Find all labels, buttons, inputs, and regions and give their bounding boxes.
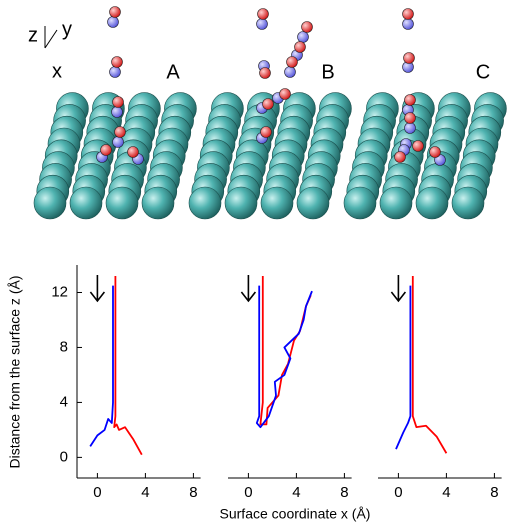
surface-atom (343, 186, 377, 220)
oxygen-atom (109, 66, 121, 78)
hydrogen-atom (260, 126, 272, 138)
trajectory (395, 285, 412, 450)
x-tick-label: 8 (189, 484, 197, 501)
hydrogen-atom (286, 56, 298, 68)
surface-atom (141, 186, 175, 220)
axis-y: y (62, 18, 72, 40)
surface-atom (188, 186, 222, 220)
oxygen-atom (112, 136, 124, 148)
panel-label: A (166, 61, 180, 83)
hydrogen-atom (262, 98, 274, 110)
oxygen-atom (404, 122, 416, 134)
x-tick-label: 8 (490, 484, 498, 501)
surface-atom (105, 186, 139, 220)
hydrogen-atom (394, 151, 406, 163)
x-tick-label: 4 (292, 484, 300, 501)
hydrogen-atom (279, 88, 291, 100)
hydrogen-atom (100, 144, 112, 156)
x-tick-label: 4 (442, 484, 450, 501)
hydrogen-atom (403, 52, 415, 64)
hydrogen-atom (111, 56, 123, 68)
oxygen-atom (256, 18, 268, 30)
hydrogen-atom (259, 67, 271, 79)
incidence-arrow (240, 275, 257, 303)
panel-label: C (476, 61, 490, 83)
hydrogen-atom (429, 146, 441, 158)
surface-atom (260, 186, 294, 220)
axes-icon: z y x (28, 18, 72, 82)
trajectory (411, 275, 448, 454)
trajectory (113, 275, 143, 456)
y-axis-label: Distance from the surface z (Å) (7, 276, 23, 469)
hydrogen-atom (294, 41, 306, 53)
oxygen-atom (107, 16, 119, 28)
axis-z: z (28, 24, 38, 46)
surface-atom (33, 186, 67, 220)
oxygen-atom (297, 31, 309, 43)
hydrogen-atom (402, 8, 414, 20)
hydrogen-atom (412, 140, 424, 152)
illustrations: A B C (33, 6, 507, 220)
trajectory (89, 285, 114, 447)
y-tick-label: 4 (60, 393, 68, 410)
x-tick-label: 0 (93, 484, 101, 501)
x-tick-label: 0 (394, 484, 402, 501)
surface-atom (224, 186, 258, 220)
surface-atom (69, 186, 103, 220)
hydrogen-atom (114, 126, 126, 138)
x-axis-label: Surface coordinate x (Å) (220, 506, 371, 522)
hydrogen-atom (257, 8, 269, 20)
surface-atom (296, 186, 330, 220)
x-tick-label: 0 (244, 484, 252, 501)
oxygen-atom (284, 66, 296, 78)
icon-arrow (44, 29, 58, 49)
surface-atom (415, 186, 449, 220)
incidence-arrow (89, 275, 106, 303)
y-tick-label: 12 (51, 283, 68, 300)
y-tick-label: 8 (60, 338, 68, 355)
panel-label: B (321, 61, 334, 83)
surface-atom (451, 186, 485, 220)
oxygen-atom (111, 106, 123, 118)
hydrogen-atom (301, 21, 313, 33)
hydrogen-atom (112, 96, 124, 108)
hydrogen-atom (404, 112, 416, 124)
oxygen-atom (402, 18, 414, 30)
hydrogen-atom (127, 146, 139, 158)
trajectory (255, 285, 313, 429)
surface-atom (379, 186, 413, 220)
y-tick-label: 0 (60, 448, 68, 465)
axis-x: x (52, 60, 62, 82)
incidence-arrow (390, 275, 407, 303)
hydrogen-atom (109, 6, 121, 18)
x-tick-label: 8 (340, 484, 348, 501)
hydrogen-atom (404, 94, 416, 106)
x-tick-label: 4 (141, 484, 149, 501)
